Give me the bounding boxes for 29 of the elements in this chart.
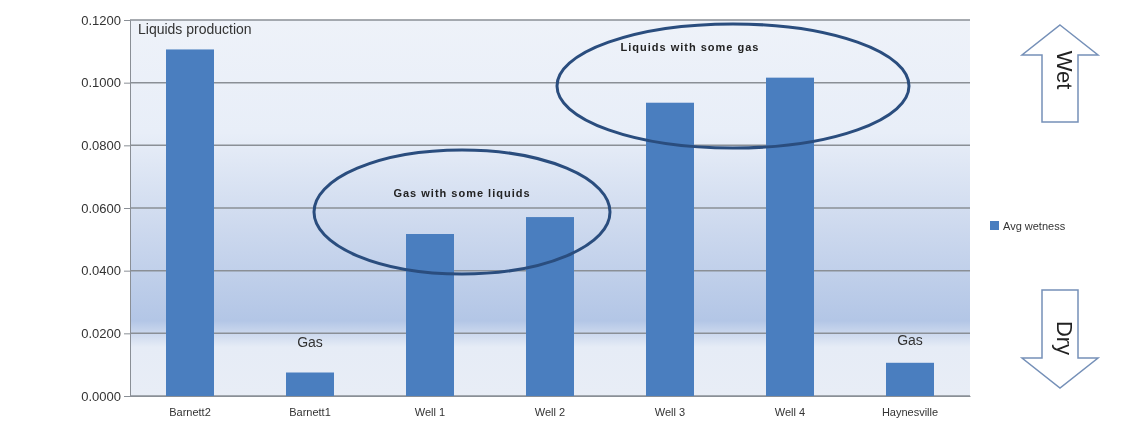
annotation: Gas [297, 333, 323, 350]
x-tick-label: Well 4 [774, 405, 806, 418]
bar [406, 234, 454, 396]
annotation: Gas [897, 331, 923, 348]
y-tick-label: 0.0800 [81, 137, 121, 153]
x-tick-label: Barnett2 [169, 405, 211, 418]
x-tick-label: Haynesville [881, 405, 939, 418]
x-tick-label: Barnett1 [289, 405, 331, 418]
bar [286, 372, 334, 396]
text: Wet [1052, 50, 1078, 90]
bar [526, 217, 574, 396]
text: Dry [1052, 320, 1078, 356]
annotation: Liquids production [138, 20, 252, 37]
annotation: Gas with some liquids [393, 186, 531, 199]
bar [646, 102, 694, 396]
bar [766, 77, 814, 396]
annotation: Liquids with some gas [620, 40, 760, 53]
y-tick-label: 0.0400 [81, 263, 121, 279]
y-tick-label: 0.1000 [81, 75, 121, 91]
x-tick-label: Well 1 [414, 405, 446, 418]
legend-label: Avg wetness [1003, 220, 1066, 232]
x-tick-label: Well 3 [654, 405, 686, 418]
bar [166, 49, 214, 396]
bar [886, 362, 934, 396]
y-tick-label: 0.0000 [81, 388, 121, 404]
y-tick-label: 0.0200 [81, 325, 121, 341]
y-tick-label: 0.0600 [81, 200, 121, 216]
x-tick-label: Well 2 [534, 405, 566, 418]
y-tick-label: 0.1200 [81, 12, 121, 28]
